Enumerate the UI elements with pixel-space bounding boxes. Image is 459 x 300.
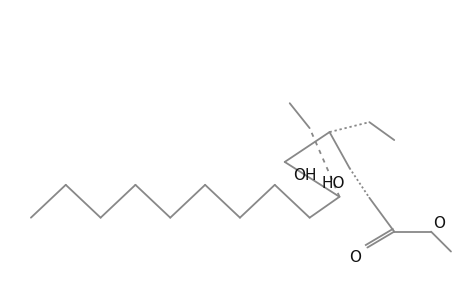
Text: OH: OH [292, 168, 315, 183]
Text: O: O [349, 250, 361, 265]
Text: O: O [432, 216, 444, 231]
Text: HO: HO [321, 176, 345, 191]
